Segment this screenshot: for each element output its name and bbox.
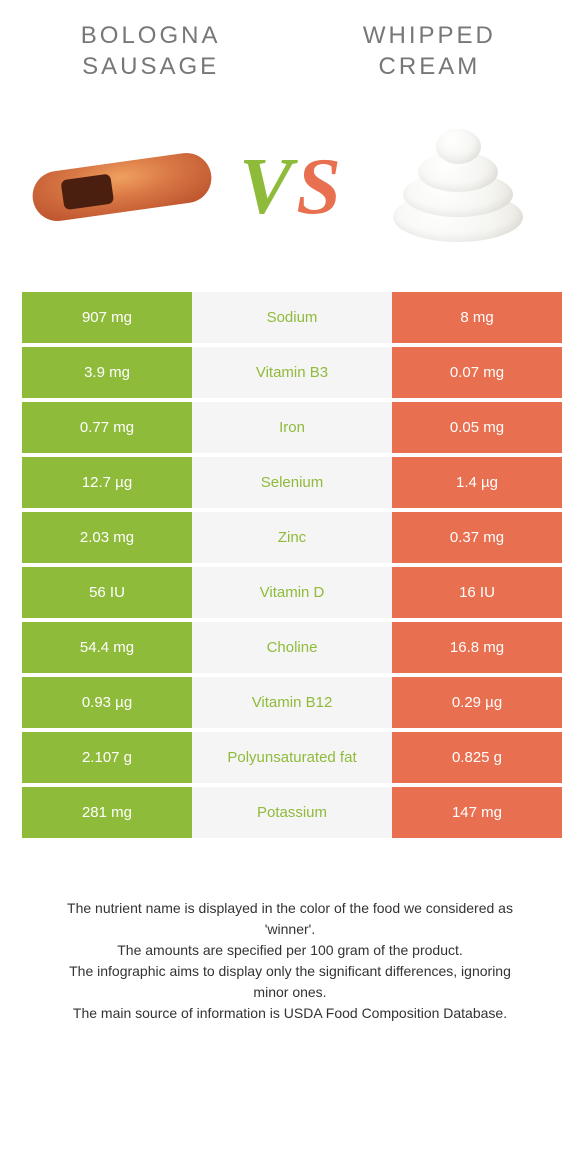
comparison-table: 907 mgSodium8 mg3.9 mgVitamin B30.07 mg0… bbox=[22, 292, 562, 838]
table-row: 907 mgSodium8 mg bbox=[22, 292, 562, 343]
left-food-title: BOLOGNA SAUSAGE bbox=[22, 20, 279, 82]
left-value: 907 mg bbox=[22, 292, 192, 343]
table-row: 0.77 mgIron0.05 mg bbox=[22, 402, 562, 453]
footnotes: The nutrient name is displayed in the co… bbox=[22, 898, 558, 1024]
nutrient-label: Vitamin B3 bbox=[192, 347, 392, 398]
table-row: 12.7 µgSelenium1.4 µg bbox=[22, 457, 562, 508]
table-row: 3.9 mgVitamin B30.07 mg bbox=[22, 347, 562, 398]
footnote-2: The amounts are specified per 100 gram o… bbox=[52, 940, 528, 961]
nutrient-label: Selenium bbox=[192, 457, 392, 508]
left-title-line1: BOLOGNA bbox=[81, 22, 221, 49]
right-value: 147 mg bbox=[392, 787, 562, 838]
nutrient-label: Polyunsaturated fat bbox=[192, 732, 392, 783]
table-row: 2.107 gPolyunsaturated fat0.825 g bbox=[22, 732, 562, 783]
footnote-1: The nutrient name is displayed in the co… bbox=[52, 898, 528, 940]
left-value: 0.93 µg bbox=[22, 677, 192, 728]
left-value: 12.7 µg bbox=[22, 457, 192, 508]
vs-s: S bbox=[296, 142, 341, 233]
left-value: 54.4 mg bbox=[22, 622, 192, 673]
left-title-line2: SAUSAGE bbox=[82, 53, 219, 80]
table-row: 0.93 µgVitamin B120.29 µg bbox=[22, 677, 562, 728]
nutrient-label: Choline bbox=[192, 622, 392, 673]
left-value: 0.77 mg bbox=[22, 402, 192, 453]
right-food-title: WHIPPED CREAM bbox=[301, 20, 558, 82]
left-value: 281 mg bbox=[22, 787, 192, 838]
right-value: 0.07 mg bbox=[392, 347, 562, 398]
nutrient-label: Iron bbox=[192, 402, 392, 453]
footnote-3: The infographic aims to display only the… bbox=[52, 961, 528, 1003]
right-value: 16.8 mg bbox=[392, 622, 562, 673]
left-value: 56 IU bbox=[22, 567, 192, 618]
images-row: VS bbox=[22, 112, 558, 262]
right-title-line2: CREAM bbox=[379, 53, 481, 80]
footnote-4: The main source of information is USDA F… bbox=[52, 1003, 528, 1024]
table-row: 54.4 mgCholine16.8 mg bbox=[22, 622, 562, 673]
nutrient-label: Vitamin D bbox=[192, 567, 392, 618]
left-value: 2.03 mg bbox=[22, 512, 192, 563]
right-value: 0.37 mg bbox=[392, 512, 562, 563]
right-value: 8 mg bbox=[392, 292, 562, 343]
left-value: 3.9 mg bbox=[22, 347, 192, 398]
right-value: 16 IU bbox=[392, 567, 562, 618]
vs-v: V bbox=[239, 142, 292, 233]
table-row: 56 IUVitamin D16 IU bbox=[22, 567, 562, 618]
nutrient-label: Vitamin B12 bbox=[192, 677, 392, 728]
right-food-image bbox=[358, 112, 558, 262]
right-value: 0.29 µg bbox=[392, 677, 562, 728]
right-value: 0.05 mg bbox=[392, 402, 562, 453]
table-row: 2.03 mgZinc0.37 mg bbox=[22, 512, 562, 563]
left-food-image bbox=[22, 112, 222, 262]
nutrient-label: Zinc bbox=[192, 512, 392, 563]
table-row: 281 mgPotassium147 mg bbox=[22, 787, 562, 838]
vs-label: VS bbox=[239, 142, 341, 233]
nutrient-label: Potassium bbox=[192, 787, 392, 838]
right-value: 0.825 g bbox=[392, 732, 562, 783]
nutrient-label: Sodium bbox=[192, 292, 392, 343]
right-value: 1.4 µg bbox=[392, 457, 562, 508]
left-value: 2.107 g bbox=[22, 732, 192, 783]
right-title-line1: WHIPPED bbox=[363, 22, 496, 49]
